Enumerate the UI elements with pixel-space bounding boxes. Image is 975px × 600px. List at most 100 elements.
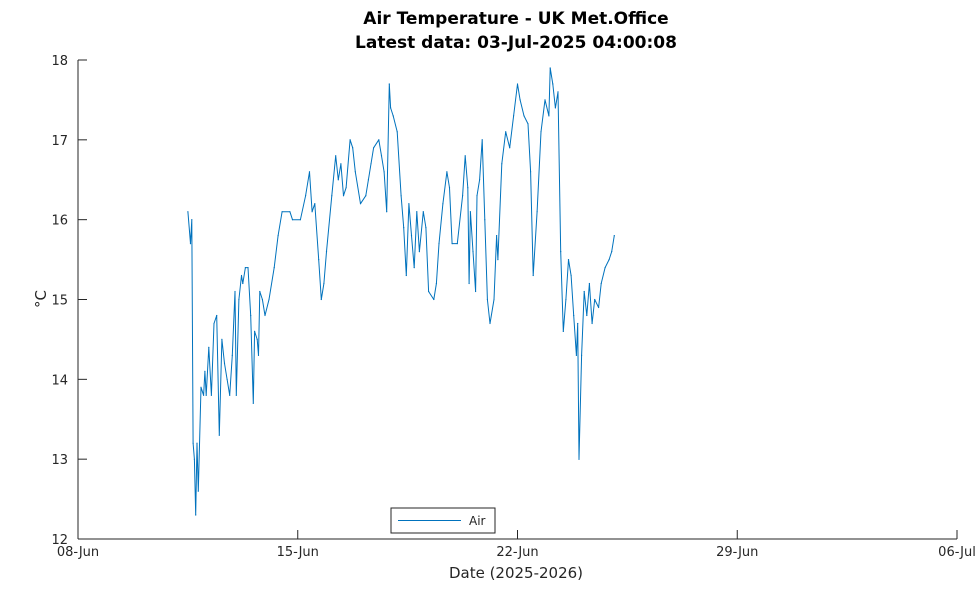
- data-point: [380, 155, 383, 157]
- data-point: [544, 99, 546, 101]
- data-point: [496, 235, 498, 237]
- x-tick-labels: 08-Jun 15-Jun 22-Jun 29-Jun 06-Jul: [57, 545, 975, 560]
- data-point: [213, 322, 215, 325]
- data-point: [370, 163, 372, 165]
- x-axis-label: Date (2025-2026): [449, 564, 583, 582]
- data-point: [378, 139, 380, 141]
- data-point: [425, 227, 427, 229]
- data-point: [193, 458, 195, 460]
- data-point: [325, 251, 328, 253]
- data-point: [208, 346, 210, 348]
- data-point: [256, 338, 258, 340]
- data-point: [195, 514, 197, 516]
- data-point: [462, 195, 464, 197]
- data-point: [221, 338, 223, 340]
- data-point: [390, 107, 392, 109]
- data-point: [345, 187, 347, 189]
- data-point: [261, 298, 263, 301]
- data-point: [242, 282, 244, 285]
- data-point: [422, 211, 424, 213]
- data-point: [567, 259, 570, 261]
- data-point: [413, 267, 415, 269]
- data-point: [223, 362, 226, 364]
- data-point: [247, 267, 249, 269]
- data-point: [578, 458, 580, 460]
- x-tick-label: 15-Jun: [277, 545, 319, 560]
- data-point: [442, 203, 444, 205]
- data-point: [513, 115, 515, 117]
- data-point: [554, 107, 557, 109]
- data-point: [467, 187, 469, 189]
- data-point: [200, 386, 202, 388]
- data-point: [337, 179, 339, 181]
- data-point: [570, 274, 572, 277]
- data-point: [403, 227, 405, 229]
- data-point: [527, 123, 529, 125]
- data-point: [259, 290, 261, 293]
- data-point: [318, 259, 320, 261]
- data-point: [231, 354, 233, 356]
- data-point: [240, 274, 243, 277]
- data-point: [497, 259, 499, 261]
- data-point: [501, 163, 503, 165]
- x-tick-label: 06-Jul: [938, 545, 975, 560]
- data-point: [608, 259, 610, 261]
- data-point: [484, 219, 486, 221]
- series-points: [187, 67, 615, 516]
- data-point: [475, 290, 477, 293]
- data-point: [549, 67, 551, 69]
- data-point: [557, 91, 559, 93]
- data-point: [323, 282, 325, 285]
- data-point: [435, 282, 437, 285]
- data-point: [197, 490, 199, 492]
- data-point: [291, 219, 294, 221]
- data-point: [189, 243, 192, 245]
- data-point: [273, 267, 275, 269]
- data-point: [486, 298, 488, 301]
- data-point: [264, 314, 266, 317]
- data-point: [530, 171, 532, 173]
- data-point: [314, 203, 316, 205]
- chart-title: Air Temperature - UK Met.Office: [363, 9, 668, 29]
- data-point: [446, 171, 448, 173]
- data-point: [373, 147, 375, 149]
- data-point: [611, 251, 613, 253]
- y-tick-label: 13: [51, 453, 68, 468]
- data-point: [192, 442, 194, 444]
- data-point: [308, 171, 311, 173]
- x-tick-label: 22-Jun: [496, 545, 538, 560]
- data-point: [320, 298, 322, 301]
- data-point: [187, 211, 189, 213]
- data-point: [594, 298, 596, 301]
- data-point: [552, 83, 554, 85]
- data-point: [383, 171, 385, 173]
- x-tick-label: 29-Jun: [716, 545, 758, 560]
- data-point: [523, 115, 525, 117]
- data-point: [600, 282, 602, 285]
- data-point: [238, 298, 240, 301]
- data-point: [451, 243, 453, 245]
- data-point: [254, 330, 256, 332]
- data-point: [519, 99, 521, 101]
- data-point: [244, 267, 246, 269]
- data-point: [586, 314, 588, 317]
- legend-label-air: Air: [469, 514, 486, 528]
- data-point: [613, 235, 615, 237]
- data-point: [479, 179, 481, 181]
- data-point: [299, 219, 301, 221]
- legend: Air: [390, 507, 496, 534]
- data-point: [604, 267, 606, 269]
- data-point: [476, 195, 478, 197]
- data-point: [250, 314, 252, 317]
- x-tick-label: 08-Jun: [57, 545, 99, 560]
- data-point: [335, 155, 337, 157]
- data-point: [352, 147, 354, 149]
- data-point: [433, 298, 435, 301]
- data-point: [289, 211, 291, 213]
- data-point: [532, 274, 534, 277]
- data-point: [281, 211, 283, 213]
- data-point: [386, 211, 388, 213]
- data-point: [340, 163, 342, 165]
- data-point: [234, 290, 236, 293]
